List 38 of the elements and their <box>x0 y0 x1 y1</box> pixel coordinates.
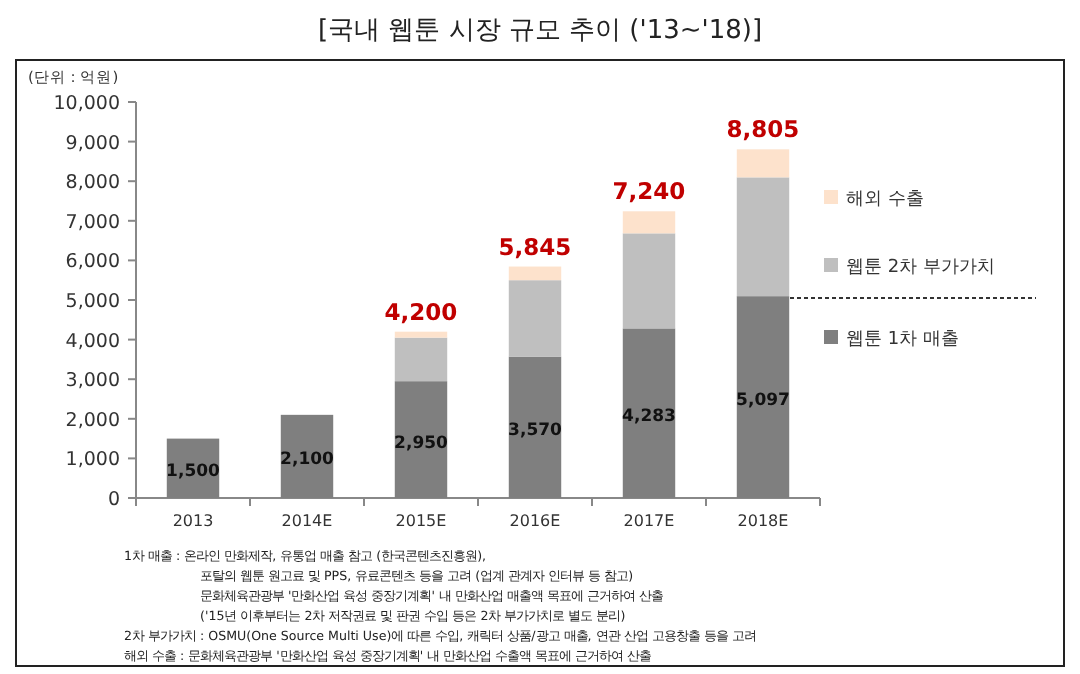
legend-label: 웹툰 2차 부가가치 <box>846 258 995 278</box>
bar <box>736 149 790 178</box>
total-label: 5,845 <box>498 232 572 261</box>
bar <box>394 331 448 338</box>
y-tick-label: 7,000 <box>65 211 120 234</box>
y-tick-label: 5,000 <box>65 291 120 313</box>
x-tick-label: 2013 <box>172 512 214 530</box>
legend-label: 웹툰 1차 매출 <box>846 330 959 350</box>
x-tick-label: 2017E <box>623 512 675 530</box>
y-tick-label: 0 <box>107 489 120 511</box>
bar <box>508 280 562 357</box>
bar <box>508 266 562 281</box>
y-tick-label: 8,000 <box>65 172 120 195</box>
total-label: 7,240 <box>612 177 686 206</box>
y-tick-label: 1,000 <box>65 449 120 472</box>
y-tick-label: 6,000 <box>65 251 120 274</box>
bar <box>394 337 448 382</box>
total-label: 4,200 <box>384 297 458 326</box>
x-tick-label: 2018E <box>737 512 789 530</box>
x-tick-label: 2016E <box>509 512 561 530</box>
y-tick-label: 9,000 <box>65 132 120 155</box>
y-tick-label: 3,000 <box>65 370 120 393</box>
y-tick-label: 2,000 <box>65 409 120 432</box>
y-tick-label: 4,000 <box>65 330 120 353</box>
total-label: 8,805 <box>726 115 800 144</box>
data-label: 2,950 <box>394 433 449 454</box>
bar <box>622 233 676 329</box>
data-label: 5,097 <box>736 391 791 412</box>
x-tick-label: 2015E <box>395 512 447 530</box>
data-label: 2,100 <box>280 450 335 471</box>
y-tick-label: 10,000 <box>53 93 120 115</box>
legend-label: 해외 수출 <box>846 190 924 210</box>
bar <box>736 177 790 297</box>
data-label: 1,500 <box>166 462 221 483</box>
bar <box>622 211 676 234</box>
x-tick-label: 2014E <box>281 512 333 530</box>
data-label: 3,570 <box>508 421 563 442</box>
chart-title: [국내 웹툰 시장 규모 추이 ('13~'18)] <box>317 16 763 46</box>
